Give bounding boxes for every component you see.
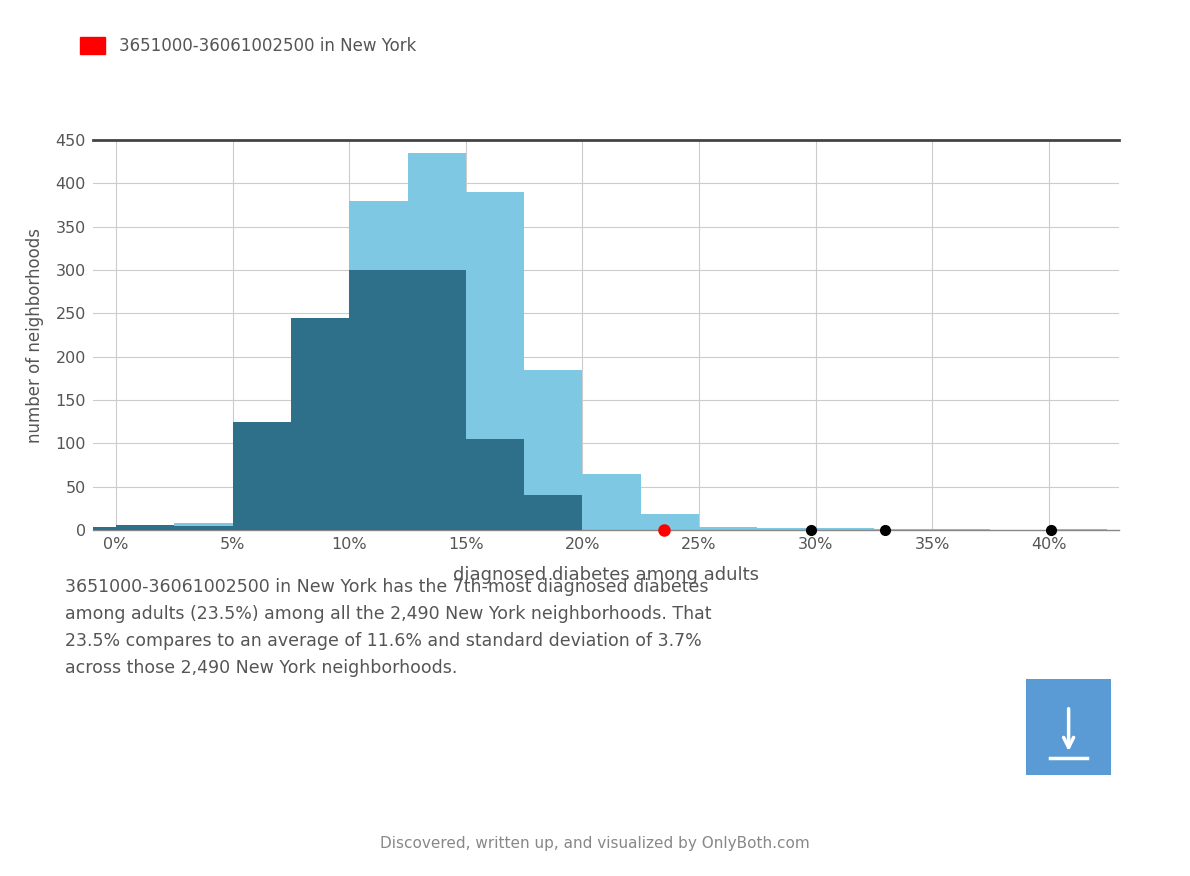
Text: 3651000-36061002500 in New York has the 7th-most diagnosed diabetes
among adults: 3651000-36061002500 in New York has the … <box>65 578 712 677</box>
Bar <box>292 318 350 530</box>
Y-axis label: number of neighborhoods: number of neighborhoods <box>26 228 44 442</box>
Bar <box>757 528 815 530</box>
Bar <box>58 527 117 530</box>
Bar <box>524 370 582 530</box>
Text: Discovered, written up, and visualized by OnlyBoth.com: Discovered, written up, and visualized b… <box>380 837 810 851</box>
Bar <box>350 201 407 530</box>
Bar <box>350 270 407 530</box>
Bar <box>407 270 465 530</box>
Bar <box>233 421 292 530</box>
Bar <box>465 192 524 530</box>
Legend: 3651000-36061002500 in New York: 3651000-36061002500 in New York <box>74 31 422 61</box>
Bar <box>233 493 292 530</box>
Bar <box>175 526 233 530</box>
X-axis label: diagnosed diabetes among adults: diagnosed diabetes among adults <box>452 566 759 583</box>
Bar <box>117 525 175 530</box>
Bar <box>175 523 233 530</box>
Bar <box>699 526 757 530</box>
Bar <box>582 474 640 530</box>
Bar <box>815 528 873 530</box>
Bar <box>117 526 175 530</box>
Bar <box>407 153 465 530</box>
Bar <box>465 439 524 530</box>
Bar <box>640 514 699 530</box>
Bar <box>524 495 582 530</box>
Bar <box>292 421 350 530</box>
